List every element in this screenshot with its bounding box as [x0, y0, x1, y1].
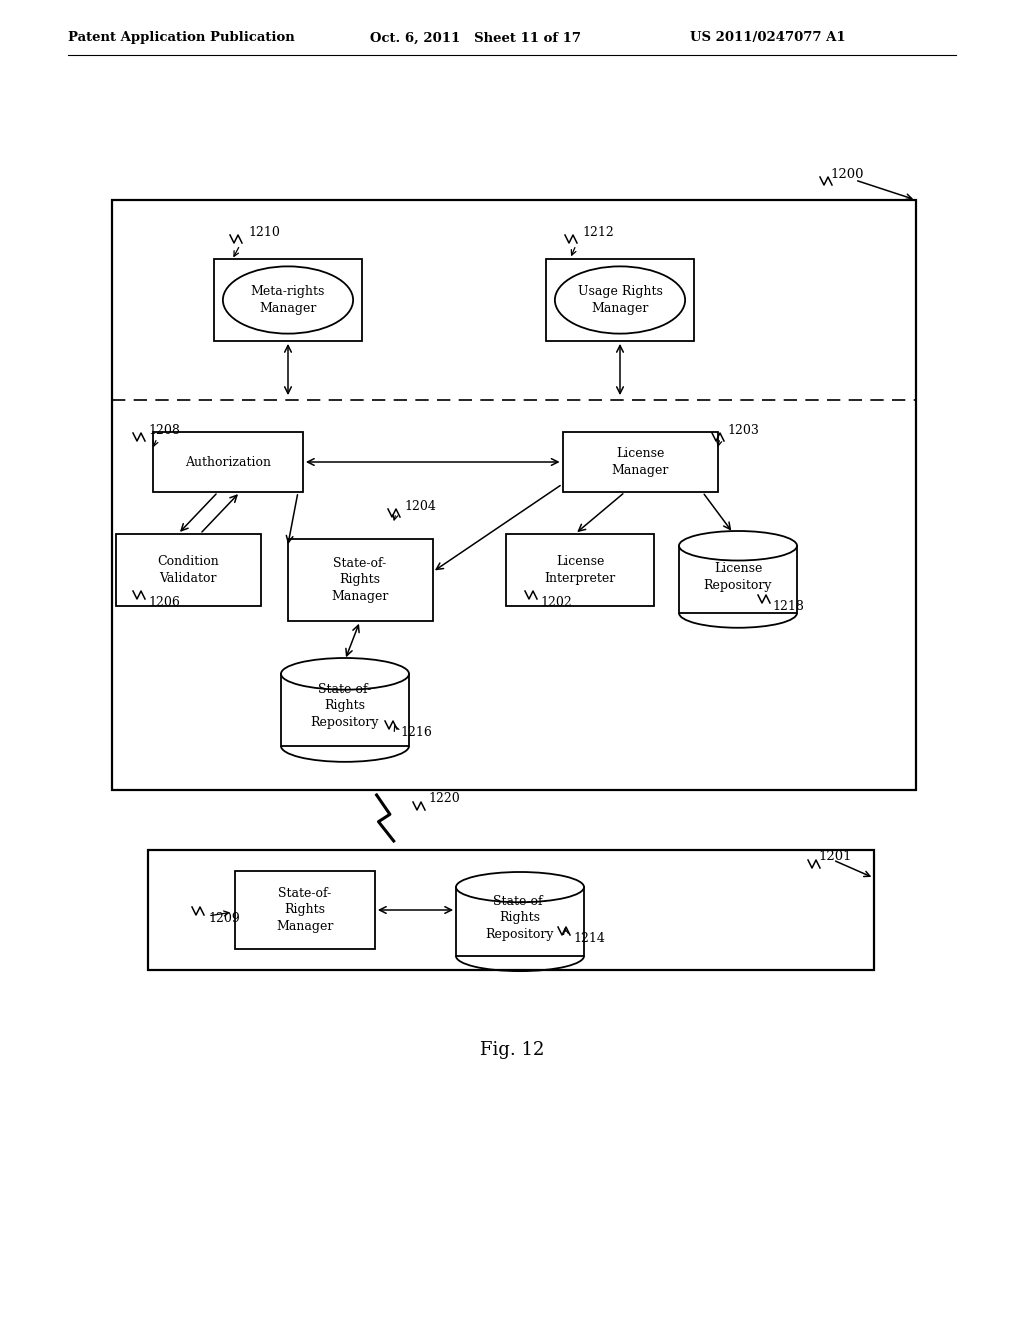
Ellipse shape	[679, 531, 797, 561]
Ellipse shape	[555, 267, 685, 334]
Text: 1209: 1209	[208, 912, 240, 924]
Ellipse shape	[223, 267, 353, 334]
Ellipse shape	[456, 873, 584, 903]
Text: 1208: 1208	[148, 424, 180, 437]
Bar	[148, 850, 874, 970]
Text: Authorization: Authorization	[185, 455, 271, 469]
Text: 1210: 1210	[248, 226, 280, 239]
Bar	[112, 201, 916, 789]
Text: 1212: 1212	[582, 226, 613, 239]
Bar	[288, 539, 432, 620]
Text: 1206: 1206	[148, 595, 180, 609]
Text: 1200: 1200	[830, 169, 863, 181]
Text: 1204: 1204	[404, 499, 436, 512]
Text: Oct. 6, 2011   Sheet 11 of 17: Oct. 6, 2011 Sheet 11 of 17	[370, 32, 581, 45]
Text: 1201: 1201	[818, 850, 852, 862]
Ellipse shape	[281, 657, 409, 689]
Bar	[562, 432, 718, 492]
Bar	[153, 432, 303, 492]
Text: Fig. 12: Fig. 12	[480, 1041, 544, 1059]
Bar	[506, 535, 654, 606]
Bar	[234, 871, 375, 949]
Bar	[456, 887, 584, 956]
Bar	[546, 259, 694, 341]
Text: Patent Application Publication: Patent Application Publication	[68, 32, 295, 45]
Bar	[281, 673, 409, 746]
Text: State-of-
Rights
Manager: State-of- Rights Manager	[276, 887, 334, 933]
Text: 1218: 1218	[772, 599, 804, 612]
Text: 1214: 1214	[573, 932, 605, 945]
Text: 1216: 1216	[400, 726, 432, 738]
Bar	[116, 535, 260, 606]
Bar	[214, 259, 362, 341]
Text: US 2011/0247077 A1: US 2011/0247077 A1	[690, 32, 846, 45]
Text: 1220: 1220	[428, 792, 460, 805]
Text: 1202: 1202	[540, 595, 571, 609]
Text: License
Repository: License Repository	[703, 562, 772, 591]
Text: License
Interpreter: License Interpreter	[545, 556, 615, 585]
Text: Condition
Validator: Condition Validator	[157, 556, 219, 585]
Text: State-of-
Rights
Manager: State-of- Rights Manager	[332, 557, 389, 603]
Text: License
Manager: License Manager	[611, 447, 669, 477]
Bar	[679, 545, 797, 612]
Text: Usage Rights
Manager: Usage Rights Manager	[578, 285, 663, 314]
Text: State-of-
Rights
Repository: State-of- Rights Repository	[310, 682, 379, 729]
Text: 1203: 1203	[727, 424, 759, 437]
Text: Meta-rights
Manager: Meta-rights Manager	[251, 285, 326, 314]
Text: State-of-
Rights
Repository: State-of- Rights Repository	[485, 895, 554, 941]
